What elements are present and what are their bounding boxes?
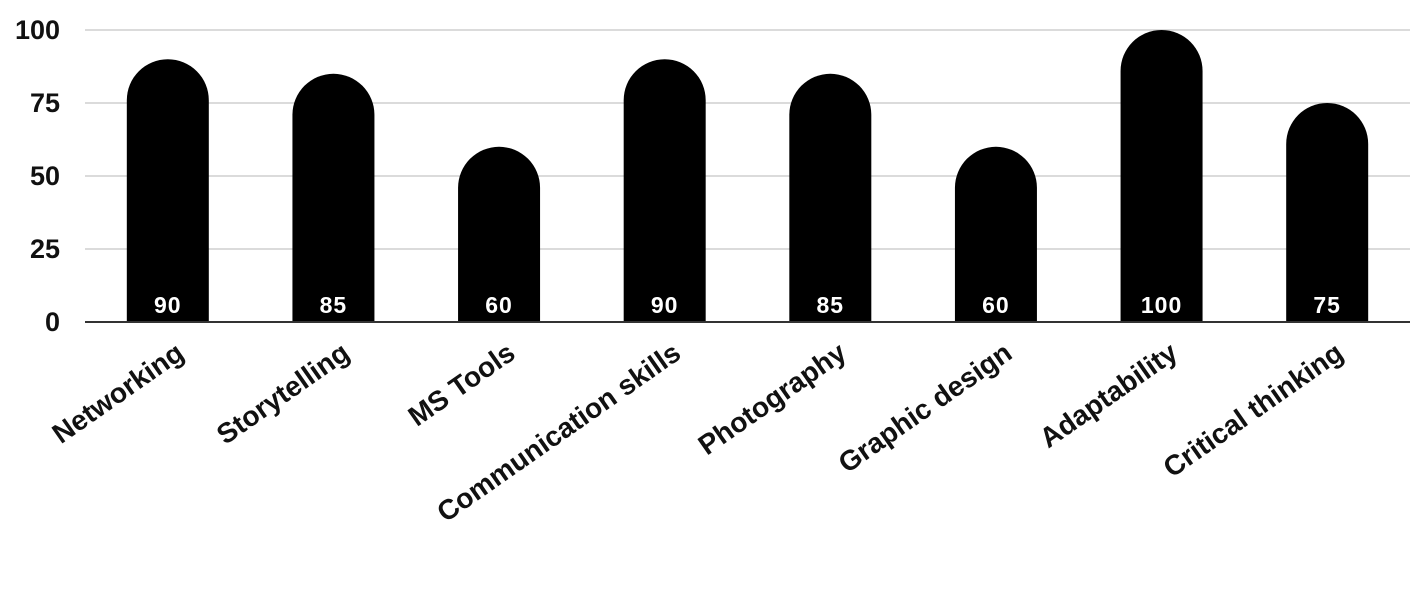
bar-value-label: 85 — [320, 292, 348, 318]
x-category-label: Networking — [47, 337, 190, 450]
grid-lines — [85, 29, 1410, 250]
y-tick-label: 100 — [15, 15, 60, 45]
bar — [1120, 29, 1203, 322]
bar-value-label: 100 — [1141, 292, 1182, 318]
x-category-label: Photography — [693, 336, 853, 461]
bar — [1286, 103, 1369, 322]
bar-value-label: 75 — [1313, 292, 1341, 318]
bar — [954, 146, 1037, 322]
x-category-label: Adaptability — [1034, 336, 1183, 454]
y-tick-label: 0 — [45, 307, 60, 337]
bar-value-label: 90 — [651, 292, 679, 318]
bars — [126, 29, 1369, 323]
x-category-label: MS Tools — [402, 337, 520, 433]
bar — [623, 59, 706, 323]
y-tick-label: 25 — [30, 234, 60, 264]
bar — [458, 146, 541, 322]
bar-value-label: 85 — [817, 292, 845, 318]
bar-value-label: 60 — [982, 292, 1010, 318]
bar — [126, 59, 209, 323]
bar-value-label: 90 — [154, 292, 182, 318]
x-category-label: Storytelling — [211, 337, 355, 451]
y-axis-ticks: 0 25 50 75 100 — [15, 15, 60, 337]
x-category-label: Critical thinking — [1158, 337, 1349, 484]
bar — [789, 73, 872, 323]
x-category-label: Graphic design — [833, 337, 1018, 479]
data-labels: 90 85 60 90 85 60 100 75 — [154, 292, 1341, 318]
bar — [292, 73, 375, 323]
y-tick-label: 50 — [30, 161, 60, 191]
bar-value-label: 60 — [485, 292, 513, 318]
x-axis-category-labels: Networking Storytelling MS ToolsCommunicat… — [47, 336, 1349, 528]
y-tick-label: 75 — [30, 88, 60, 118]
